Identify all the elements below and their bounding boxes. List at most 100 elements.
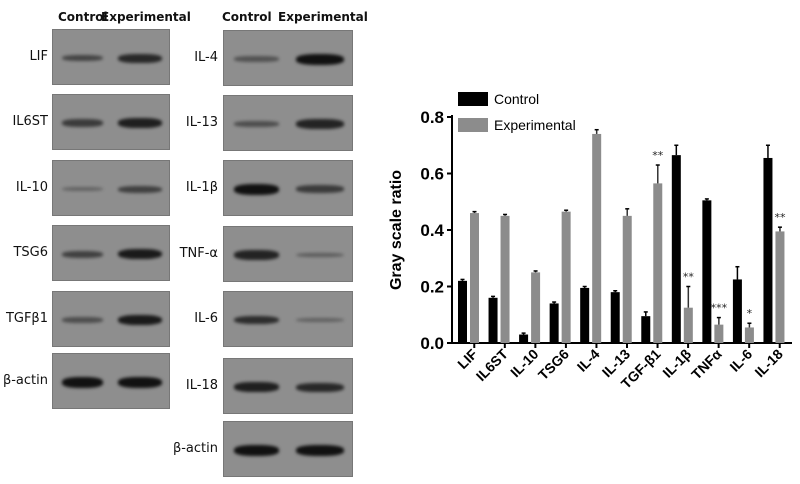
significance-marker: * xyxy=(747,307,753,320)
blot-label: TNF-α xyxy=(179,246,218,261)
blot-IL-10 xyxy=(52,160,170,216)
experimental-band xyxy=(295,317,344,323)
legend-label-control: Control xyxy=(494,91,539,107)
bar-experimental xyxy=(500,215,510,343)
experimental-band xyxy=(295,185,344,193)
control-band xyxy=(234,444,279,456)
legend-label-experimental: Experimental xyxy=(494,117,576,133)
blot-label: TGFβ1 xyxy=(5,311,48,326)
control-band xyxy=(234,315,279,325)
control-band xyxy=(62,376,103,388)
experimental-band xyxy=(117,376,162,388)
bar-control xyxy=(641,316,651,343)
significance-marker: ** xyxy=(652,149,664,162)
significance-marker: *** xyxy=(711,302,728,315)
x-tick-label: IL-6 xyxy=(726,346,755,375)
bar-experimental xyxy=(561,211,571,343)
control-band xyxy=(234,56,279,62)
x-tick-label: IL6ST xyxy=(473,345,512,384)
bar-experimental xyxy=(775,231,785,343)
experimental-band xyxy=(295,252,344,258)
control-band xyxy=(62,317,103,323)
y-tick-label: 0.0 xyxy=(420,334,444,353)
blot-label: IL6ST xyxy=(12,114,48,129)
experimental-band xyxy=(295,382,344,392)
blot-TNF-α xyxy=(223,226,353,282)
control-band xyxy=(234,382,279,392)
blot-label: TSG6 xyxy=(13,245,48,260)
x-tick-label: IL-1β xyxy=(659,345,694,380)
left-header-experimental: Experimental xyxy=(101,10,191,24)
control-band xyxy=(62,187,103,191)
control-band xyxy=(234,183,279,195)
bar-control xyxy=(549,303,559,343)
y-tick-label: 0.8 xyxy=(420,108,444,127)
blot-label: IL-18 xyxy=(185,378,218,393)
y-tick-label: 0.2 xyxy=(420,278,444,297)
blot-label: IL-10 xyxy=(15,180,48,195)
left-header-control: Control xyxy=(58,10,108,24)
blot-β-actin xyxy=(223,421,353,477)
right-header-control: Control xyxy=(222,10,272,24)
bar-control xyxy=(763,157,773,343)
control-band xyxy=(62,119,103,127)
blot-LIF xyxy=(52,29,170,85)
bar-control xyxy=(519,334,529,343)
experimental-band xyxy=(295,53,344,65)
bar-control xyxy=(671,155,681,343)
blot-IL-13 xyxy=(223,95,353,151)
significance-marker: ** xyxy=(683,271,695,284)
control-band xyxy=(234,250,279,260)
blot-IL6ST xyxy=(52,94,170,150)
y-axis-label: Gray scale ratio xyxy=(388,170,405,290)
experimental-band xyxy=(117,185,162,193)
experimental-band xyxy=(117,314,162,326)
bar-control xyxy=(580,287,590,343)
blot-IL-6 xyxy=(223,291,353,347)
bar-experimental xyxy=(592,133,602,343)
blot-label: LIF xyxy=(29,49,48,64)
y-tick-label: 0.4 xyxy=(420,221,444,240)
experimental-band xyxy=(117,53,162,63)
bar-experimental xyxy=(683,307,693,343)
significance-marker: ** xyxy=(774,211,786,224)
bar-experimental xyxy=(622,215,632,343)
x-tick-label: IL-10 xyxy=(507,346,542,381)
bar-experimental xyxy=(653,183,663,343)
experimental-band xyxy=(295,444,344,456)
bar-experimental xyxy=(470,213,479,343)
control-band xyxy=(62,250,103,258)
blot-label: IL-4 xyxy=(194,50,218,65)
blot-TGFβ1 xyxy=(52,291,170,347)
blot-IL-18 xyxy=(223,358,353,414)
blot-IL-1β xyxy=(223,160,353,216)
experimental-band xyxy=(117,248,162,260)
bar-control xyxy=(488,297,498,343)
x-tick-label: TSG6 xyxy=(535,346,572,383)
blot-label: β-actin xyxy=(172,441,218,456)
bar-control xyxy=(702,200,712,343)
bar-experimental xyxy=(714,324,724,343)
bar-experimental xyxy=(744,327,754,343)
control-band xyxy=(234,121,279,127)
control-band xyxy=(62,54,103,62)
blot-label: IL-6 xyxy=(194,311,218,326)
legend-swatch-control xyxy=(458,92,488,106)
experimental-band xyxy=(117,118,162,128)
x-tick-label: IL-4 xyxy=(574,346,603,375)
legend-swatch-experimental xyxy=(458,118,488,132)
x-tick-label: IL-18 xyxy=(751,346,786,381)
bar-control xyxy=(458,280,467,343)
x-tick-label: TNFα xyxy=(688,346,725,383)
blot-IL-4 xyxy=(223,30,353,86)
blot-TSG6 xyxy=(52,225,170,281)
bar-control xyxy=(732,279,742,343)
right-header-experimental: Experimental xyxy=(278,10,368,24)
bar-experimental xyxy=(531,272,541,343)
bar-control xyxy=(610,292,620,343)
blot-label: IL-1β xyxy=(185,180,218,195)
y-tick-label: 0.6 xyxy=(420,165,444,184)
blot-label: IL-13 xyxy=(185,115,218,130)
experimental-band xyxy=(295,119,344,129)
blot-β-actin xyxy=(52,353,170,409)
